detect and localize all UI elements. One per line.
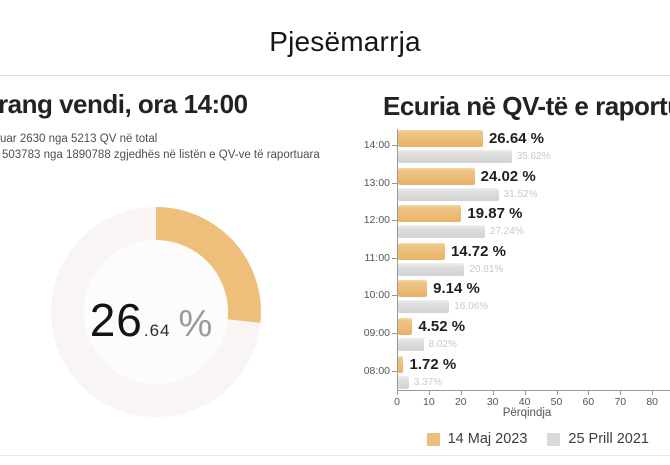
y-tick-label: 11:00 [364, 251, 391, 264]
bar-2023-value-label: 24.02 % [480, 167, 536, 185]
x-tick-label: 30 [486, 396, 499, 408]
x-tick-mark [652, 391, 654, 395]
y-tick-label: 10:00 [363, 289, 390, 302]
page-title: Pjesëmarrja [269, 26, 421, 57]
footer-divider [0, 455, 670, 456]
bar-2023 [398, 205, 462, 223]
x-tick-label: 20 [454, 396, 467, 408]
x-tick-label: 60 [582, 396, 595, 408]
y-tick-label: 08:00 [363, 364, 390, 377]
bar-2023 [398, 318, 413, 335]
bar-2021 [398, 225, 485, 239]
x-tick-label: 0 [394, 396, 400, 408]
bar-2021-value-label: 8.02% [428, 339, 457, 350]
bar-2021-value-label: 31.52% [503, 188, 538, 200]
x-tick-mark [524, 391, 526, 395]
bar-2021 [398, 338, 424, 351]
x-tick-label: 70 [614, 396, 627, 408]
y-tick-mark [392, 295, 397, 297]
turnout-donut-chart: 26 .64 % [51, 207, 261, 417]
x-tick-label: 50 [550, 396, 563, 408]
donut-value-int: 26 [89, 294, 143, 346]
bar-2023 [398, 242, 445, 260]
bar-2021 [398, 300, 450, 314]
x-tick-mark [620, 391, 622, 395]
x-tick-mark [460, 391, 462, 395]
bar-2021 [398, 375, 409, 389]
y-tick-mark [392, 220, 397, 222]
bar-2023-value-label: 4.52 % [418, 318, 466, 335]
x-tick-label: 80 [646, 396, 659, 408]
legend-swatch-2023 [426, 432, 440, 446]
bar-2021-value-label: 3.37% [413, 376, 443, 388]
x-tick-mark [588, 391, 590, 395]
bar-2023 [398, 280, 428, 298]
y-tick-mark [392, 370, 397, 372]
y-tick-mark [392, 182, 397, 184]
legend-label-2023: 14 Maj 2023 [447, 431, 528, 447]
y-axis-line [397, 129, 398, 390]
x-axis-title: Përqindja [502, 407, 552, 419]
donut-value-decimals: .64 [143, 321, 171, 340]
legend-item-2023[interactable]: 14 Maj 2023 [426, 431, 528, 447]
bar-2021-value-label: 27.24% [489, 226, 524, 238]
x-tick-mark [492, 391, 494, 395]
legend-item-2021[interactable]: 25 Prill 2021 [547, 431, 649, 447]
bar-2021 [398, 187, 499, 201]
x-tick-mark [556, 391, 558, 395]
donut-value: 26 .64 % [90, 293, 213, 347]
y-tick-mark [392, 145, 397, 146]
legend-label-2021: 25 Prill 2021 [568, 431, 649, 447]
bar-2021-value-label: 20.81% [469, 263, 504, 275]
right-section-title: Ecuria në QV-të e raportu [383, 91, 670, 121]
legend-swatch-2021 [547, 432, 561, 446]
y-tick-label: 09:00 [363, 327, 390, 339]
bar-2023 [398, 130, 483, 147]
y-tick-mark [392, 257, 397, 259]
x-tick-label: 40 [518, 396, 531, 408]
donut-percent-sign: % [178, 303, 213, 345]
bar-2023-value-label: 19.87 % [467, 205, 523, 223]
x-tick-mark [428, 391, 430, 395]
y-tick-label: 12:00 [363, 214, 390, 227]
bar-2021 [398, 150, 512, 163]
left-section-title: rang vendi, ora 14:00 [0, 89, 248, 119]
bar-2023-value-label: 14.72 % [450, 242, 506, 260]
bar-2023 [398, 355, 404, 373]
bar-2021-value-label: 35.62% [516, 151, 551, 162]
x-tick-label: 10 [423, 396, 435, 408]
x-tick-mark [397, 391, 398, 395]
bar-2023 [398, 167, 475, 185]
bar-2021-value-label: 16.06% [454, 301, 489, 313]
bar-2023-value-label: 1.72 % [409, 355, 457, 373]
chart-legend: 14 Maj 2023 25 Prill 2021 [426, 431, 649, 447]
bar-2023-value-label: 26.64 % [488, 130, 545, 147]
y-tick-label: 14:00 [363, 139, 390, 151]
bar-2021 [398, 262, 465, 276]
reported-stations-text: uar 2630 nga 5213 QV në total [0, 133, 158, 145]
header-divider [0, 75, 670, 76]
bar-2023-value-label: 9.14 % [433, 280, 480, 298]
y-tick-mark [392, 333, 397, 334]
y-tick-label: 13:00 [363, 176, 390, 189]
voters-count-text: 503783 nga 1890788 zgjedhës në listën e … [2, 149, 320, 161]
donut-center: 26 .64 % [84, 240, 228, 384]
x-axis-line [397, 390, 670, 391]
